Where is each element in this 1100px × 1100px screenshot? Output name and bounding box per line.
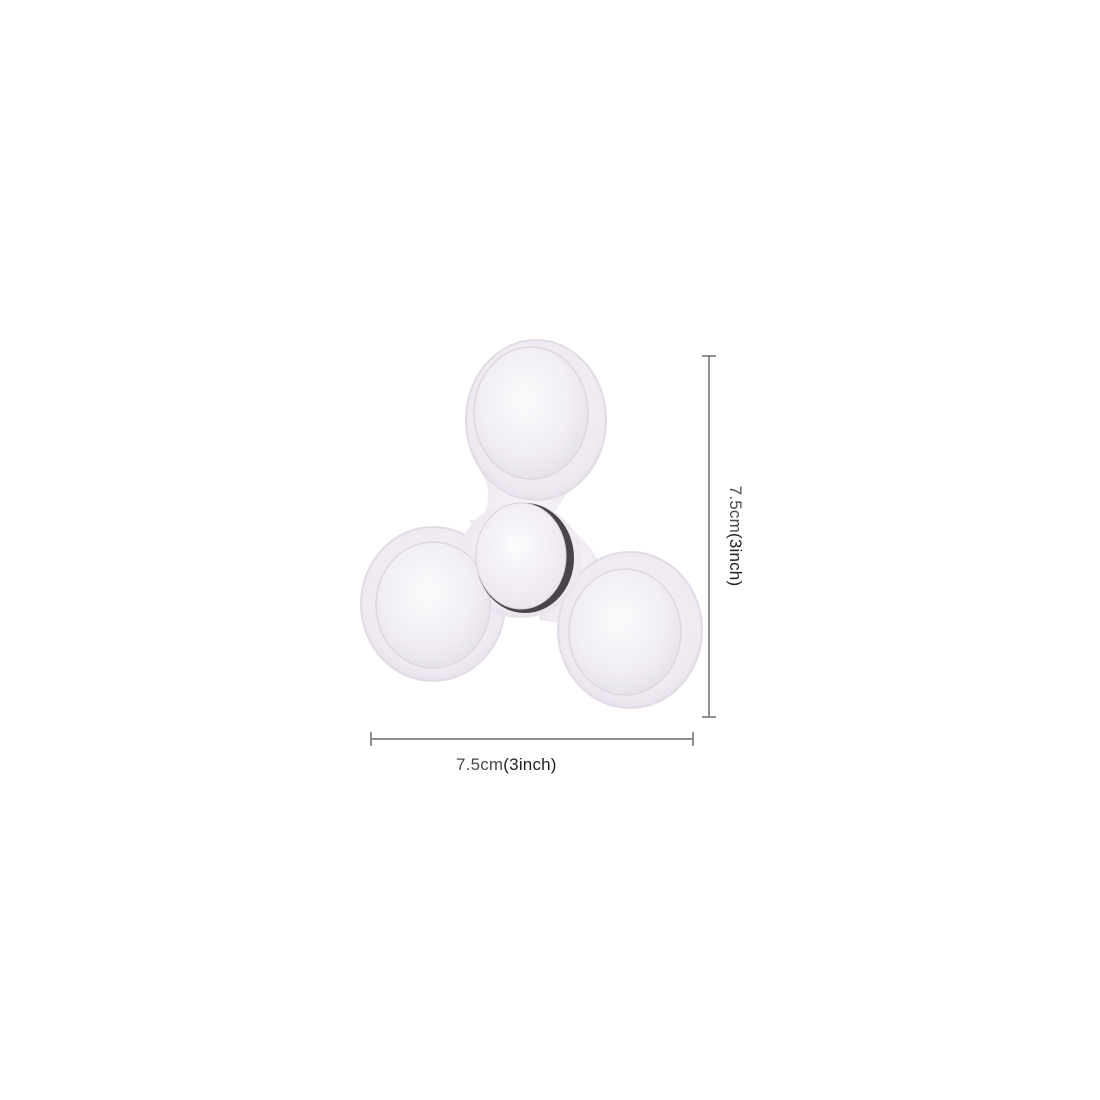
height-metric: 7.5cm [726,485,745,533]
spinner-center-cap [475,502,574,613]
height-imperial: (3inch) [726,532,745,587]
width-dimension-line [370,732,694,746]
height-dimension-line [702,355,716,718]
height-dimension-label: 7.5cm(3inch) [725,486,745,587]
width-imperial: (3inch) [503,755,557,774]
spinner-pads [375,346,682,696]
width-dimension-label: 7.5cm(3inch) [456,755,557,775]
width-metric: 7.5cm [456,755,504,774]
